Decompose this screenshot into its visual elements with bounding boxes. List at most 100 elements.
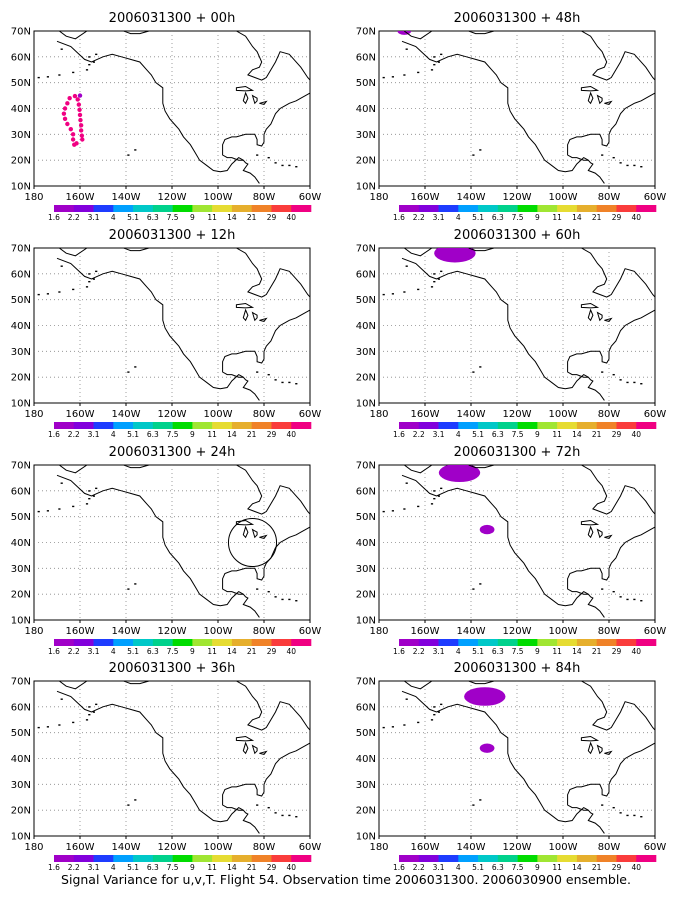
- x-tick-label: 120W: [158, 192, 187, 203]
- island: [640, 166, 643, 168]
- x-tick-label: 180: [369, 626, 388, 637]
- scale-level-label: 11: [552, 213, 562, 222]
- island: [391, 293, 394, 295]
- scale-level-label: 21: [592, 430, 602, 439]
- y-tick-label: 40N: [356, 754, 376, 765]
- island: [440, 270, 443, 273]
- coastline: [567, 309, 655, 378]
- island: [612, 590, 615, 593]
- y-tick-label: 10N: [11, 616, 31, 627]
- y-tick-label: 20N: [11, 806, 31, 817]
- variance-dot: [67, 95, 72, 101]
- y-tick-label: 50N: [11, 728, 31, 739]
- color-swatch: [152, 639, 173, 646]
- color-swatch: [596, 855, 617, 862]
- island: [37, 293, 40, 296]
- color-swatch: [113, 205, 134, 212]
- y-tick-label: 50N: [356, 512, 376, 523]
- y-tick-label: 40N: [356, 104, 376, 115]
- island: [88, 280, 91, 283]
- color-swatch: [596, 639, 617, 646]
- island: [405, 265, 408, 267]
- island: [92, 711, 95, 713]
- island: [382, 76, 385, 79]
- island: [417, 288, 420, 291]
- color-swatch: [212, 639, 233, 646]
- y-tick-label: 50N: [356, 78, 376, 89]
- x-tick-label: 100W: [204, 842, 233, 853]
- color-swatch: [458, 205, 479, 212]
- x-tick-label: 80W: [253, 626, 276, 637]
- x-tick-label: 60W: [299, 409, 322, 420]
- lake-outline: [587, 525, 594, 539]
- variance-dot: [74, 141, 79, 146]
- color-scale: 1.6 2.2 3.1 4 5.1 6.3 7.5 9 11 14 21 29 40: [48, 205, 312, 222]
- color-swatch: [576, 205, 597, 212]
- island: [134, 366, 137, 368]
- scale-level-label: 2.2: [68, 647, 80, 656]
- island: [88, 273, 91, 275]
- scale-level-label: 2.2: [68, 863, 80, 872]
- island: [433, 63, 436, 66]
- coastline: [123, 465, 150, 469]
- color-swatch: [133, 639, 154, 646]
- coastline: [236, 248, 310, 298]
- island: [92, 278, 95, 280]
- color-swatch: [172, 422, 193, 429]
- scale-level-label: 40: [631, 647, 641, 656]
- variance-dot: [78, 123, 84, 128]
- island: [95, 703, 98, 706]
- x-tick-label: 80W: [598, 192, 621, 203]
- scale-level-label: 4: [111, 213, 116, 222]
- color-swatch: [458, 855, 479, 862]
- color-swatch: [557, 855, 578, 862]
- lake-outline: [259, 317, 268, 322]
- coastline: [567, 742, 655, 811]
- y-tick-label: 70N: [11, 27, 31, 38]
- color-swatch: [458, 639, 479, 646]
- scale-level-label: 1.6: [48, 863, 60, 872]
- island: [72, 721, 75, 724]
- color-swatch: [537, 639, 558, 646]
- y-tick-label: 20N: [11, 156, 31, 167]
- color-swatch: [616, 205, 637, 212]
- figure-caption: Signal Variance for u,v,T. Flight 54. Ob…: [61, 872, 631, 887]
- island: [281, 164, 284, 167]
- island: [612, 156, 615, 159]
- coastline: [403, 31, 433, 40]
- scale-level-label: 14: [227, 647, 237, 656]
- lake-outline: [259, 100, 268, 105]
- island: [417, 721, 420, 724]
- island: [134, 149, 137, 151]
- color-swatch: [172, 205, 193, 212]
- scale-level-label: 1.6: [48, 430, 60, 439]
- variance-dot: [79, 133, 85, 138]
- island: [433, 497, 436, 500]
- island: [60, 48, 63, 50]
- x-tick-label: 140W: [457, 842, 486, 853]
- observation-circle: [227, 517, 278, 568]
- scale-level-label: 4: [111, 863, 116, 872]
- island: [88, 706, 91, 708]
- x-tick-label: 140W: [457, 409, 486, 420]
- y-tick-label: 30N: [11, 564, 31, 575]
- scale-level-label: 4: [456, 430, 461, 439]
- lake-outline: [604, 750, 613, 755]
- color-swatch: [251, 855, 272, 862]
- variance-dot: [77, 112, 83, 118]
- map-content: [37, 31, 310, 184]
- island: [88, 490, 91, 492]
- color-swatch: [399, 422, 420, 429]
- color-scale: 1.6 2.2 3.1 4 5.1 6.3 7.5 9 11 14 21 29 40: [393, 422, 657, 439]
- coastline: [236, 465, 310, 515]
- island: [295, 166, 298, 168]
- island: [601, 154, 604, 156]
- island: [37, 726, 40, 729]
- color-swatch: [93, 639, 114, 646]
- island: [433, 713, 436, 716]
- color-swatch: [557, 422, 578, 429]
- color-swatch: [271, 855, 292, 862]
- color-swatch: [73, 855, 94, 862]
- island: [437, 61, 440, 63]
- scale-level-label: 14: [572, 213, 582, 222]
